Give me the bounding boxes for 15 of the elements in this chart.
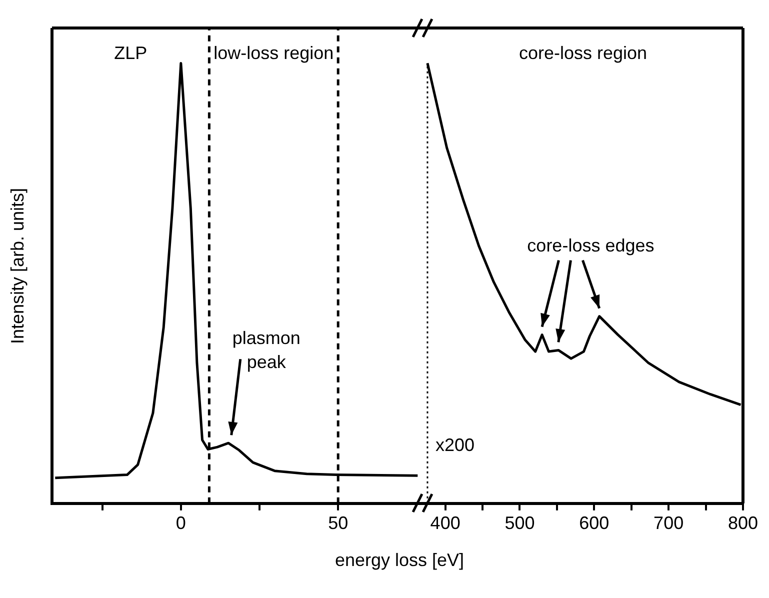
x-tick-label: 500 bbox=[504, 513, 535, 534]
text: core-loss region bbox=[518, 42, 648, 63]
annotation: plasmon peak bbox=[232, 328, 300, 372]
x-tick-label: 800 bbox=[728, 513, 758, 534]
text: low-loss region bbox=[214, 42, 334, 63]
text: ZLP bbox=[114, 42, 148, 63]
x-tick-label: 600 bbox=[579, 513, 610, 534]
x-tick-label: 50 bbox=[328, 513, 348, 534]
x-tick-label: 700 bbox=[654, 513, 684, 534]
y-axis-title: Intensity [arb. units] bbox=[8, 188, 28, 344]
ref-line-label: x200 bbox=[435, 435, 475, 456]
x-tick-label: 400 bbox=[430, 513, 460, 534]
x-tick-label: 0 bbox=[176, 513, 186, 534]
annotation: core-loss edges bbox=[527, 235, 654, 256]
x-axis-title: energy loss [eV] bbox=[334, 550, 466, 571]
